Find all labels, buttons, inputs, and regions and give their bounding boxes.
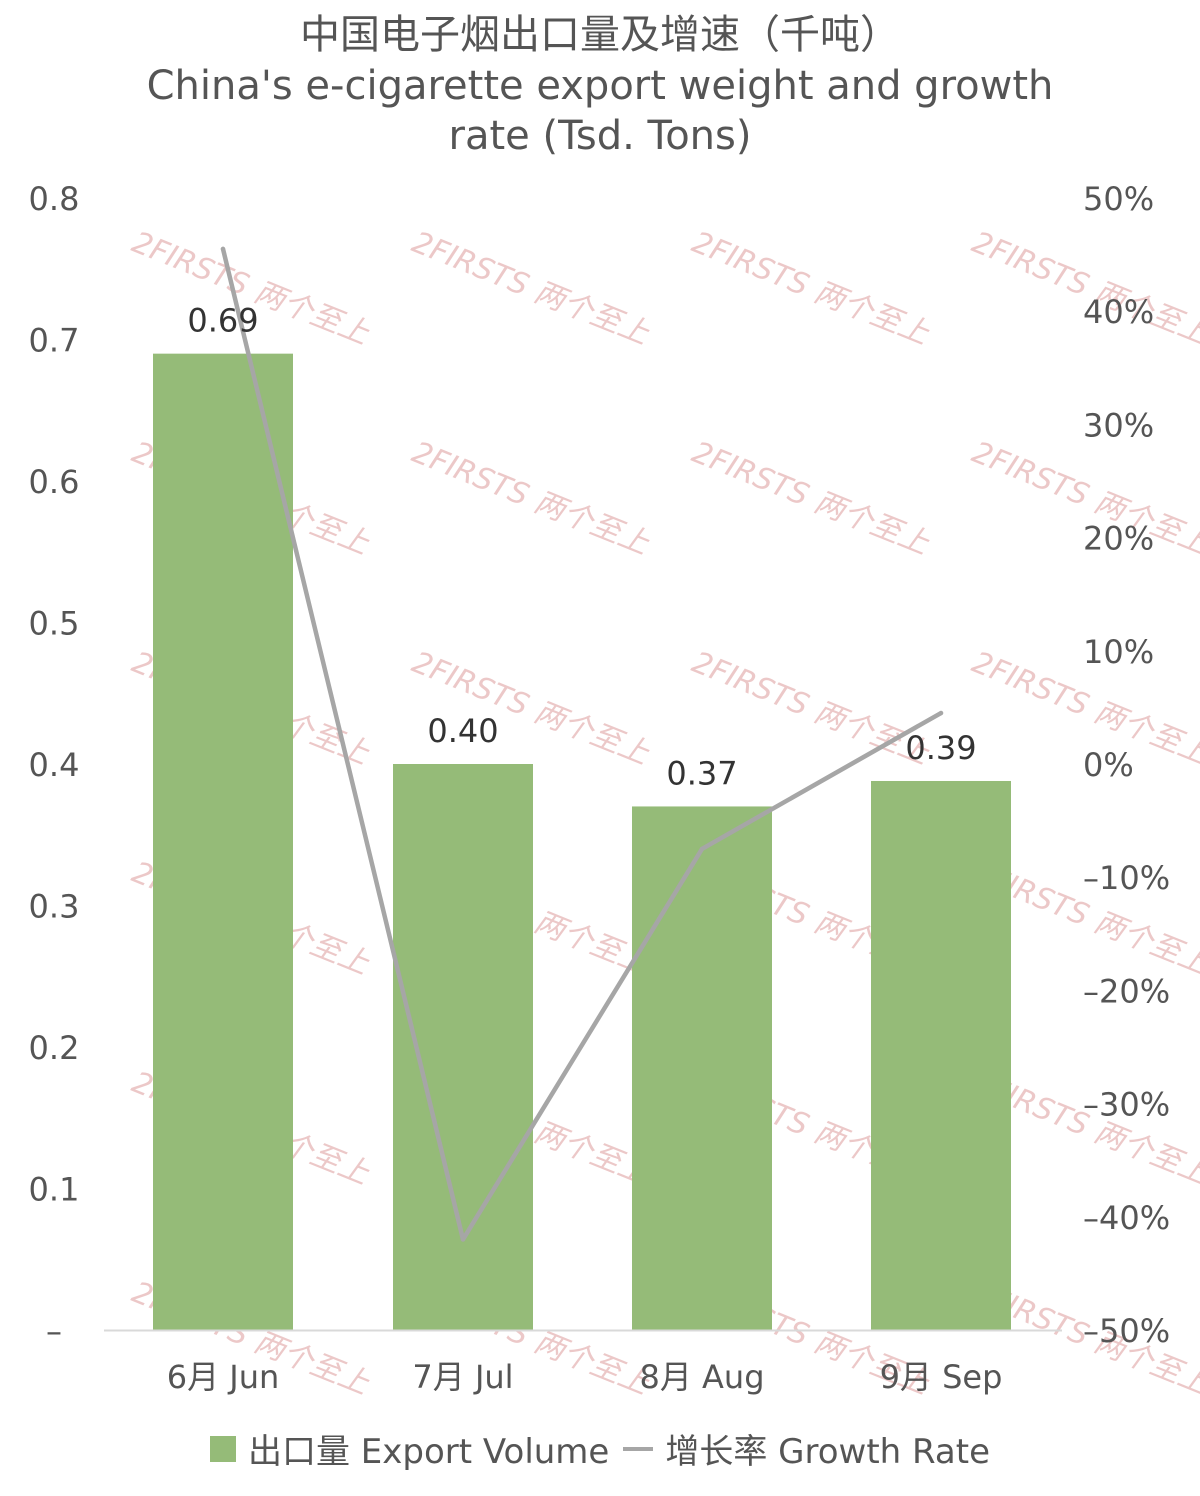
bar-data-label-0: 0.69	[187, 302, 258, 340]
y-left-tick-label-8: 0.8	[29, 180, 80, 218]
growth-rate-point-1	[460, 1237, 466, 1242]
bar-1	[393, 764, 533, 1330]
growth-rate-point-3	[938, 710, 944, 716]
y-left-tick-label-0: –	[46, 1312, 62, 1350]
y-left-tick-label-6: 0.6	[29, 463, 80, 501]
y-right-tick-label-5: 0%	[1083, 746, 1134, 784]
bar-data-label-2: 0.37	[666, 754, 737, 792]
y-left-tick-label-1: 0.1	[29, 1171, 80, 1209]
bar-data-label-1: 0.40	[427, 712, 498, 750]
y-right-tick-label-9: 40%	[1083, 293, 1154, 331]
y-right-tick-label-1: –40%	[1083, 1199, 1170, 1237]
watermark-logo: 2FIRSTS 两个至上	[967, 225, 1200, 352]
y-left-tick-label-3: 0.3	[29, 888, 80, 926]
x-category-label-2: 8月 Aug	[639, 1358, 764, 1396]
y-right-tick-label-4: –10%	[1083, 859, 1170, 897]
y-right-tick-label-3: –20%	[1083, 972, 1170, 1010]
y-left-tick-label-2: 0.2	[29, 1029, 80, 1067]
svg-text:2FIRSTS 两个至上: 2FIRSTS 两个至上	[687, 645, 935, 772]
y-left-tick-label-4: 0.4	[29, 746, 80, 784]
legend-item-growth-rate: 增长率 Growth Rate	[609, 1424, 990, 1473]
y-right-tick-label-6: 10%	[1083, 633, 1154, 671]
watermark-logo: 2FIRSTS 两个至上	[687, 435, 935, 562]
legend-swatch-bar	[209, 1435, 236, 1462]
x-category-label-0: 6月 Jun	[167, 1358, 280, 1396]
y-left-tick-label-5: 0.5	[29, 605, 80, 643]
watermark-logo: 2FIRSTS 两个至上	[407, 435, 655, 562]
svg-text:2FIRSTS 两个至上: 2FIRSTS 两个至上	[967, 225, 1200, 352]
y-right-tick-label-10: 50%	[1083, 180, 1154, 218]
x-category-label-3: 9月 Sep	[880, 1358, 1003, 1396]
svg-text:2FIRSTS 两个至上: 2FIRSTS 两个至上	[687, 435, 935, 562]
y-right-tick-label-8: 30%	[1083, 406, 1154, 444]
watermark-logo: 2FIRSTS 两个至上	[687, 645, 935, 772]
chart-title-cn: 中国电子烟出口量及增速（千吨）	[300, 12, 900, 58]
growth-rate-line	[220, 246, 944, 1242]
watermark-logo: 2FIRSTS 两个至上	[687, 225, 935, 352]
y-right-tick-label-7: 20%	[1083, 520, 1154, 558]
growth-rate-point-2	[699, 846, 705, 852]
y-right-tick-label-2: –30%	[1083, 1086, 1170, 1124]
legend-label-export-volume: 出口量 Export Volume	[247, 1432, 610, 1472]
legend-label-growth-rate: 增长率 Growth Rate	[665, 1432, 991, 1472]
bar-3	[871, 780, 1011, 1330]
legend: 出口量 Export Volume 增长率 Growth Rate	[0, 1424, 1200, 1473]
watermark-logo: 2FIRSTS 两个至上	[407, 645, 655, 772]
chart-title-en-line1: China's e-cigarette export weight and gr…	[146, 63, 1054, 109]
legend-swatch-line	[623, 1446, 654, 1451]
svg-text:2FIRSTS 两个至上: 2FIRSTS 两个至上	[407, 225, 655, 352]
y-right-tick-label-0: –50%	[1083, 1312, 1170, 1350]
chart-title-en-line2: rate (Tsd. Tons)	[448, 113, 752, 159]
bar-0	[153, 353, 293, 1330]
watermark-logo: 2FIRSTS 两个至上	[407, 225, 655, 352]
svg-text:2FIRSTS 两个至上: 2FIRSTS 两个至上	[687, 225, 935, 352]
x-category-label-1: 7月 Jul	[412, 1358, 513, 1396]
bar-data-label-3: 0.39	[905, 729, 976, 767]
y-left-tick-label-7: 0.7	[29, 322, 80, 360]
growth-rate-point-0	[220, 246, 226, 252]
legend-item-export-volume: 出口量 Export Volume	[209, 1424, 610, 1473]
bar-2	[632, 806, 772, 1330]
svg-text:2FIRSTS 两个至上: 2FIRSTS 两个至上	[407, 435, 655, 562]
svg-text:2FIRSTS 两个至上: 2FIRSTS 两个至上	[407, 645, 655, 772]
